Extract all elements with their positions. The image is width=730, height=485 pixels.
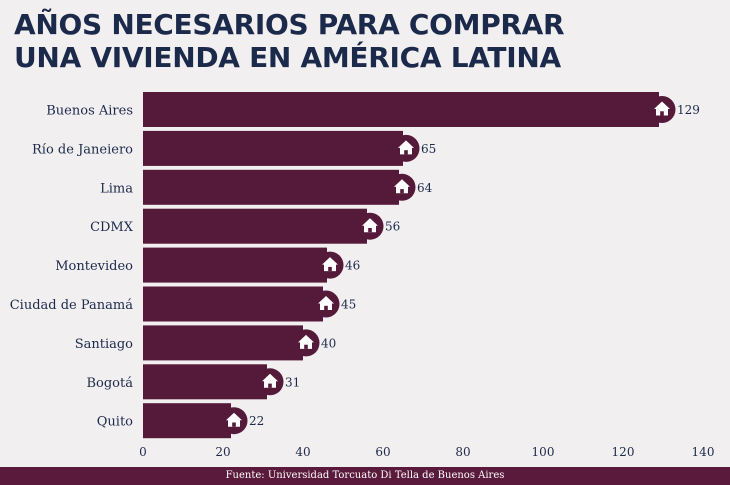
house-icon-door <box>404 150 408 155</box>
title-line-1: AÑOS NECESARIOS PARA COMPRAR <box>14 8 565 41</box>
x-tick-label: 120 <box>612 445 635 459</box>
title-line-2: UNA VIVIENDA EN AMÉRICA LATINA <box>14 41 561 74</box>
house-icon-shape <box>398 140 414 155</box>
chart-title: AÑOS NECESARIOS PARA COMPRAR UNA VIVIEND… <box>14 8 565 74</box>
house-icon-shape <box>654 101 670 116</box>
house-icon-door <box>232 422 236 427</box>
bar <box>143 403 231 439</box>
category-label: Montevideo <box>55 259 133 274</box>
bar <box>143 247 327 283</box>
bar <box>143 92 659 127</box>
data-label: 40 <box>321 336 336 350</box>
x-tick-label: 80 <box>455 445 470 459</box>
category-label: Bogotá <box>86 376 133 391</box>
house-icon-door <box>304 344 308 349</box>
x-tick-label: 20 <box>215 445 230 459</box>
house-icon-door <box>400 189 404 194</box>
house-icon-door <box>268 383 272 388</box>
x-tick-label: 100 <box>532 445 555 459</box>
house-icon-shape <box>262 373 278 388</box>
category-label: CDMX <box>90 220 134 235</box>
data-label: 46 <box>345 259 360 273</box>
house-icon-shape <box>322 257 338 272</box>
data-label: 22 <box>249 414 264 428</box>
category-label: Buenos Aires <box>46 104 133 119</box>
bar <box>143 364 267 400</box>
data-label: 64 <box>417 181 433 195</box>
house-icon-shape <box>226 412 242 427</box>
data-label: 45 <box>341 298 356 312</box>
bar <box>143 286 323 322</box>
category-label: Quito <box>97 415 133 430</box>
bar <box>143 130 403 166</box>
category-label: Santiago <box>75 337 133 352</box>
data-label: 129 <box>677 103 700 117</box>
house-icon-door <box>660 111 664 116</box>
house-icon-door <box>328 266 332 272</box>
bar-chart: Buenos Aires 129 Río de Janeiero 65 Lima 64 CD… <box>10 92 715 459</box>
bar <box>143 208 367 244</box>
house-icon-shape <box>362 218 378 233</box>
bar <box>143 169 399 205</box>
category-label: Lima <box>100 181 133 196</box>
source-text: Fuente: Universidad Torcuato Di Tella de… <box>225 470 505 481</box>
house-icon-door <box>368 228 372 233</box>
house-icon-shape <box>394 179 410 194</box>
x-tick-label: 60 <box>375 445 390 459</box>
category-label: Ciudad de Panamá <box>10 298 134 313</box>
data-label: 31 <box>285 375 300 389</box>
x-tick-label: 140 <box>692 445 715 459</box>
house-icon-shape <box>318 296 334 310</box>
x-tick-label: 0 <box>139 445 147 459</box>
house-icon-shape <box>298 334 314 349</box>
category-label: Río de Janeiero <box>32 142 133 157</box>
data-label: 65 <box>421 142 436 156</box>
house-icon-door <box>324 305 328 310</box>
x-tick-label: 40 <box>295 445 310 459</box>
bar <box>143 325 303 361</box>
data-label: 56 <box>385 220 400 234</box>
source-footer: Fuente: Universidad Torcuato Di Tella de… <box>0 467 730 485</box>
